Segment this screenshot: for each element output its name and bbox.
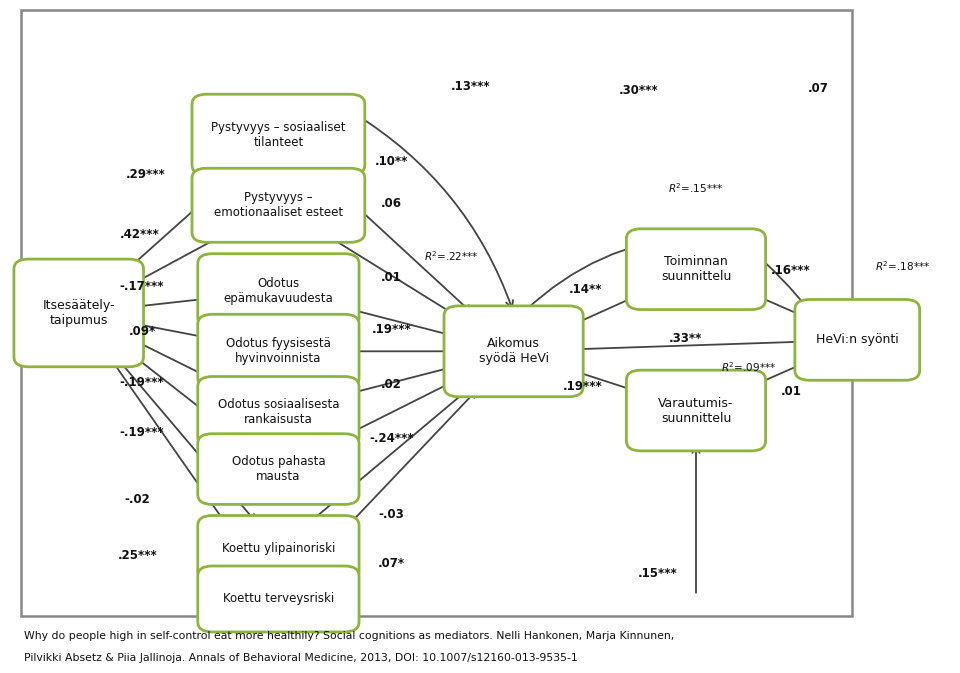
FancyBboxPatch shape [192, 94, 365, 175]
Text: Varautumis-
suunnittelu: Varautumis- suunnittelu [659, 396, 733, 425]
Text: Koettu terveysriski: Koettu terveysriski [223, 592, 334, 606]
Text: -.17***: -.17*** [120, 280, 164, 293]
FancyBboxPatch shape [198, 377, 359, 447]
Text: Odotus
epämukavuudesta: Odotus epämukavuudesta [224, 277, 333, 305]
Text: $R^2$=.09***: $R^2$=.09*** [721, 360, 777, 374]
Text: .06: .06 [381, 197, 402, 210]
FancyBboxPatch shape [21, 10, 852, 616]
Text: Toiminnan
suunnittelu: Toiminnan suunnittelu [660, 255, 732, 283]
FancyBboxPatch shape [795, 299, 920, 380]
Text: Odotus fyysisestä
hyvinvoinnista: Odotus fyysisestä hyvinvoinnista [226, 337, 331, 365]
Text: Itsesäätely-
taipumus: Itsesäätely- taipumus [42, 299, 115, 327]
Text: -.19***: -.19*** [120, 376, 164, 389]
Text: $R^2$=.22***: $R^2$=.22*** [424, 249, 478, 262]
Text: Pilvikki Absetz & Piia Jallinoja. Annals of Behavioral Medicine, 2013, DOI: 10.1: Pilvikki Absetz & Piia Jallinoja. Annals… [24, 653, 578, 663]
Text: .42***: .42*** [119, 227, 159, 241]
Text: .07: .07 [807, 82, 828, 96]
Text: .01: .01 [780, 385, 802, 398]
Text: Pystyvyys –
emotionaaliset esteet: Pystyvyys – emotionaaliset esteet [214, 191, 343, 219]
Text: $R^2$=.18***: $R^2$=.18*** [875, 259, 930, 273]
FancyBboxPatch shape [198, 566, 359, 632]
Text: .10**: .10** [375, 155, 408, 168]
FancyBboxPatch shape [198, 254, 359, 328]
Text: Odotus sosiaalisesta
rankaisusta: Odotus sosiaalisesta rankaisusta [218, 398, 339, 426]
Text: $R^2$=.15***: $R^2$=.15*** [668, 182, 724, 195]
Text: .01: .01 [381, 271, 402, 284]
Text: -.19***: -.19*** [120, 425, 164, 439]
Text: Odotus pahasta
mausta: Odotus pahasta mausta [231, 455, 325, 483]
Text: .15***: .15*** [637, 567, 678, 580]
Text: .19***: .19*** [372, 323, 412, 336]
FancyBboxPatch shape [192, 168, 365, 242]
Text: -.02: -.02 [125, 493, 150, 506]
FancyBboxPatch shape [198, 434, 359, 505]
Text: .19***: .19*** [563, 380, 603, 393]
Text: .02: .02 [381, 378, 402, 392]
Text: .16***: .16*** [771, 264, 811, 277]
Text: -.03: -.03 [379, 508, 404, 522]
Text: .25***: .25*** [117, 548, 157, 562]
Text: .09*: .09* [129, 325, 156, 339]
Text: .29***: .29*** [126, 168, 166, 182]
FancyBboxPatch shape [444, 306, 584, 397]
Text: Koettu ylipainoriski: Koettu ylipainoriski [222, 542, 335, 555]
Text: .13***: .13*** [450, 79, 491, 93]
Text: Pystyvyys – sosiaaliset
tilanteet: Pystyvyys – sosiaaliset tilanteet [211, 120, 346, 149]
Text: .33**: .33** [669, 332, 702, 345]
FancyBboxPatch shape [626, 229, 766, 310]
Text: Why do people high in self-control eat more healthily? Social cognitions as medi: Why do people high in self-control eat m… [24, 631, 674, 641]
FancyBboxPatch shape [14, 259, 144, 367]
Text: HeVi:n syönti: HeVi:n syönti [816, 333, 899, 347]
FancyBboxPatch shape [198, 314, 359, 388]
FancyBboxPatch shape [198, 516, 359, 581]
Text: -.24***: -.24*** [370, 431, 414, 445]
Text: .07*: .07* [378, 557, 405, 570]
FancyBboxPatch shape [626, 370, 766, 451]
Text: .14**: .14** [569, 283, 602, 296]
Text: .30***: .30*** [618, 84, 659, 98]
Text: Aikomus
syödä HeVi: Aikomus syödä HeVi [478, 337, 549, 365]
